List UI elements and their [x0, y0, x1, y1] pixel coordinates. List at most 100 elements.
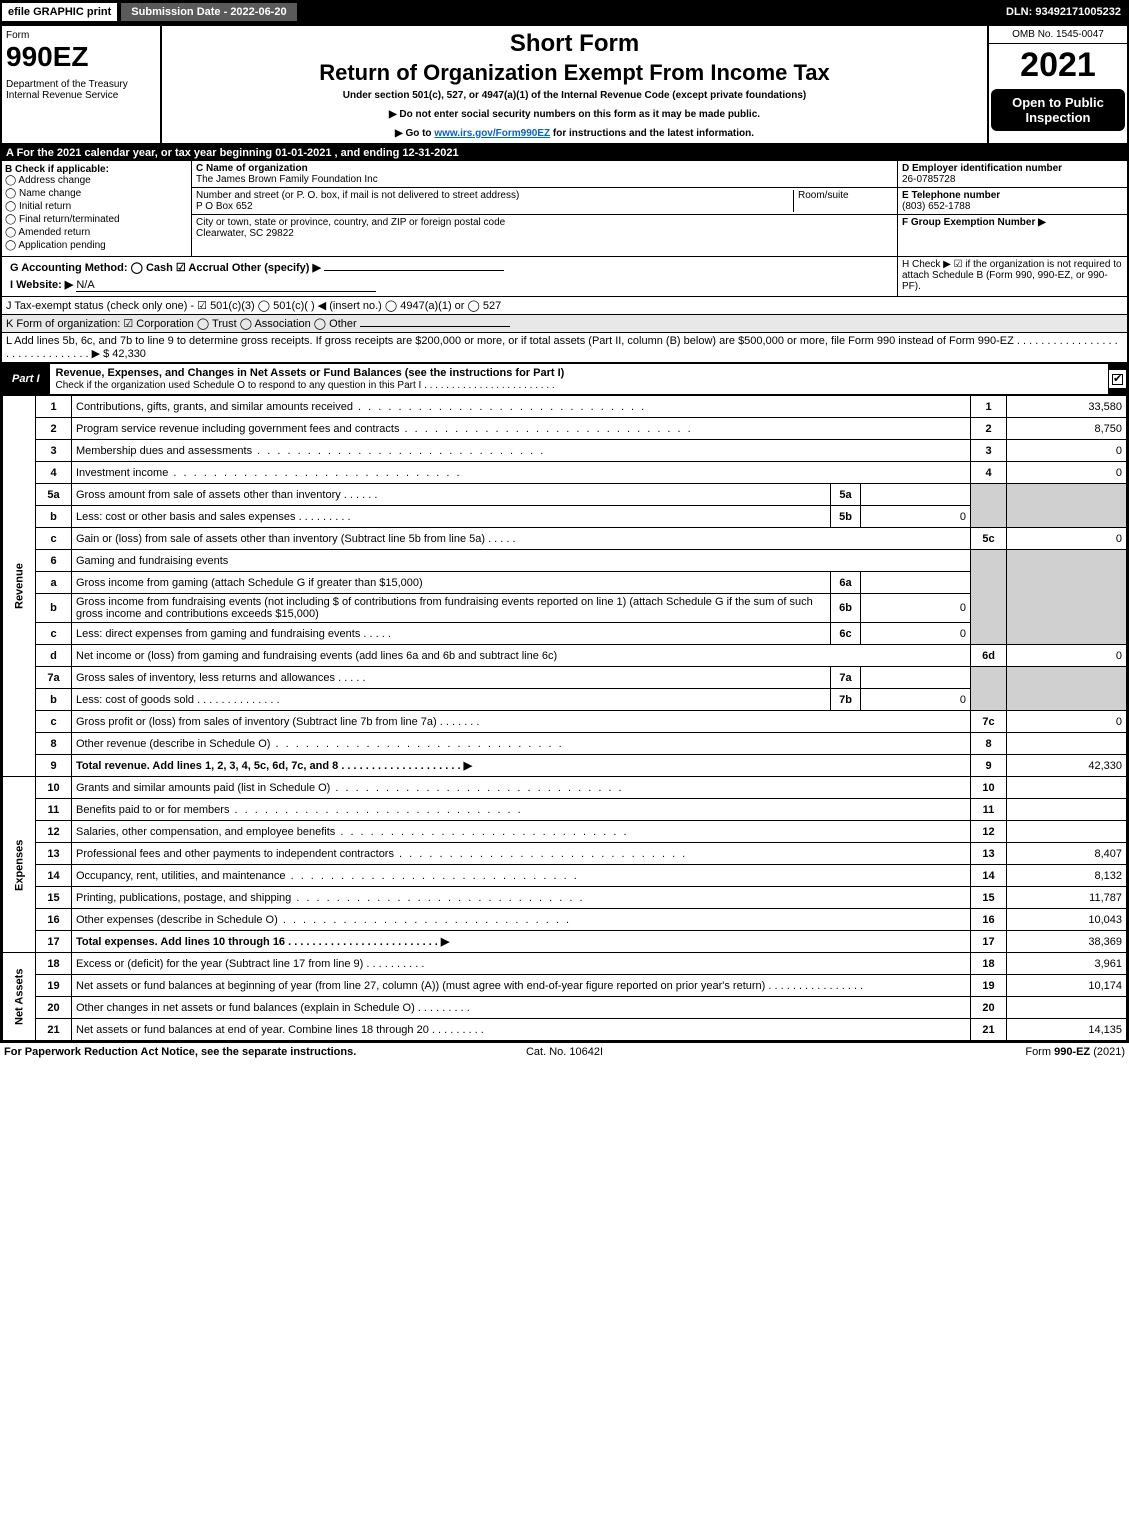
phone: (803) 652-1788 [902, 201, 970, 212]
amt-6d: 0 [1007, 645, 1127, 667]
line-h: H Check ▶ ☑ if the organization is not r… [897, 257, 1127, 296]
expenses-label: Expenses [3, 777, 36, 953]
amt-21: 14,135 [1007, 1019, 1127, 1041]
line-5a: Gross amount from sale of assets other t… [72, 484, 831, 506]
org-address: P O Box 652 [196, 201, 253, 212]
amt-7c: 0 [1007, 711, 1127, 733]
instruction-2: ▶ Go to www.irs.gov/Form990EZ for instru… [166, 128, 983, 139]
line-17: Total expenses. Add lines 10 through 16 … [72, 931, 971, 953]
section-b-c-d: B Check if applicable: ◯ Address change … [2, 161, 1127, 257]
amt-5b: 0 [861, 506, 971, 528]
b-label: B Check if applicable: [5, 164, 109, 175]
efile-print[interactable]: efile GRAPHIC print [0, 1, 119, 23]
footer: For Paperwork Reduction Act Notice, see … [0, 1043, 1129, 1061]
line-20: Other changes in net assets or fund bala… [72, 997, 971, 1019]
amt-15: 11,787 [1007, 887, 1127, 909]
line-7a: Gross sales of inventory, less returns a… [72, 667, 831, 689]
line-10: Grants and similar amounts paid (list in… [72, 777, 971, 799]
line-14: Occupancy, rent, utilities, and maintena… [72, 865, 971, 887]
line-8: Other revenue (describe in Schedule O) [72, 733, 971, 755]
amt-5c: 0 [1007, 528, 1127, 550]
amt-18: 3,961 [1007, 953, 1127, 975]
amt-13: 8,407 [1007, 843, 1127, 865]
amt-14: 8,132 [1007, 865, 1127, 887]
amt-6b: 0 [861, 594, 971, 623]
dln: DLN: 93492171005232 [998, 3, 1129, 21]
dept: Department of the Treasury Internal Reve… [6, 79, 156, 101]
line-13: Professional fees and other payments to … [72, 843, 971, 865]
amt-5a [861, 484, 971, 506]
part-1-table: Revenue 1Contributions, gifts, grants, a… [2, 395, 1127, 1041]
line-l: L Add lines 5b, 6c, and 7b to line 9 to … [2, 333, 1127, 363]
amt-8 [1007, 733, 1127, 755]
amt-11 [1007, 799, 1127, 821]
line-12: Salaries, other compensation, and employ… [72, 821, 971, 843]
c-name-label: C Name of organization [196, 163, 308, 174]
footer-left: For Paperwork Reduction Act Notice, see … [4, 1046, 378, 1058]
amt-10 [1007, 777, 1127, 799]
chk-name-change[interactable]: ◯ Name change [5, 188, 188, 199]
subtitle: Under section 501(c), 527, or 4947(a)(1)… [166, 90, 983, 101]
c-addr-label: Number and street (or P. O. box, if mail… [196, 190, 519, 201]
line-6: Gaming and fundraising events [72, 550, 971, 572]
revenue-label: Revenue [3, 396, 36, 777]
org-name: The James Brown Family Foundation Inc [196, 174, 378, 185]
open-inspection: Open to Public Inspection [991, 89, 1125, 131]
line-3: Membership dues and assessments [72, 440, 971, 462]
irs-link[interactable]: www.irs.gov/Form990EZ [434, 128, 550, 139]
amt-4: 0 [1007, 462, 1127, 484]
part-1-header: Part I Revenue, Expenses, and Changes in… [2, 363, 1127, 395]
line-6d: Net income or (loss) from gaming and fun… [72, 645, 971, 667]
line-j: J Tax-exempt status (check only one) - ☑… [2, 297, 1127, 315]
amt-12 [1007, 821, 1127, 843]
c-city-label: City or town, state or province, country… [196, 217, 505, 228]
line-21: Net assets or fund balances at end of ye… [72, 1019, 971, 1041]
form-number: 990EZ [6, 41, 156, 73]
org-city: Clearwater, SC 29822 [196, 228, 294, 239]
chk-address-change[interactable]: ◯ Address change [5, 175, 188, 186]
room-label: Room/suite [798, 190, 849, 201]
chk-amended-return[interactable]: ◯ Amended return [5, 227, 188, 238]
form-header: Form 990EZ Department of the Treasury In… [2, 26, 1127, 145]
line-11: Benefits paid to or for members [72, 799, 971, 821]
return-title: Return of Organization Exempt From Incom… [166, 60, 983, 86]
amt-16: 10,043 [1007, 909, 1127, 931]
d-ein-label: D Employer identification number [902, 163, 1062, 174]
chk-application-pending[interactable]: ◯ Application pending [5, 240, 188, 251]
form-word: Form [6, 30, 156, 41]
line-g: G Accounting Method: ◯ Cash ☑ Accrual Ot… [6, 259, 893, 276]
amt-6a [861, 572, 971, 594]
part-1-sub: Check if the organization used Schedule … [56, 380, 555, 391]
net-assets-label: Net Assets [3, 953, 36, 1041]
amt-3: 0 [1007, 440, 1127, 462]
schedule-o-check[interactable] [1112, 374, 1123, 385]
topbar: efile GRAPHIC print Submission Date - 20… [0, 0, 1129, 24]
f-group-label: F Group Exemption Number ▶ [902, 217, 1046, 228]
part-1-label: Part I [2, 370, 50, 388]
chk-initial-return[interactable]: ◯ Initial return [5, 201, 188, 212]
submission-date: Submission Date - 2022-06-20 [119, 1, 298, 23]
line-6a: Gross income from gaming (attach Schedul… [72, 572, 831, 594]
amt-20 [1007, 997, 1127, 1019]
amt-7b: 0 [861, 689, 971, 711]
line-7b: Less: cost of goods sold . . . . . . . .… [72, 689, 831, 711]
amt-17: 38,369 [1007, 931, 1127, 953]
line-2: Program service revenue including govern… [72, 418, 971, 440]
chk-final-return[interactable]: ◯ Final return/terminated [5, 214, 188, 225]
line-k: K Form of organization: ☑ Corporation ◯ … [2, 315, 1127, 333]
line-5c: Gain or (loss) from sale of assets other… [72, 528, 971, 550]
line-15: Printing, publications, postage, and shi… [72, 887, 971, 909]
line-5b: Less: cost or other basis and sales expe… [72, 506, 831, 528]
short-form-title: Short Form [166, 30, 983, 58]
tax-year: 2021 [989, 44, 1127, 87]
omb-number: OMB No. 1545-0047 [989, 26, 1127, 44]
line-i: I Website: ▶ N/A [6, 276, 893, 294]
line-1: Contributions, gifts, grants, and simila… [72, 396, 971, 418]
line-4: Investment income [72, 462, 971, 484]
line-6b: Gross income from fundraising events (no… [72, 594, 831, 623]
line-9: Total revenue. Add lines 1, 2, 3, 4, 5c,… [72, 755, 971, 777]
ein: 26-0785728 [902, 174, 955, 185]
line-18: Excess or (deficit) for the year (Subtra… [72, 953, 971, 975]
line-6c: Less: direct expenses from gaming and fu… [72, 623, 831, 645]
amt-9: 42,330 [1007, 755, 1127, 777]
